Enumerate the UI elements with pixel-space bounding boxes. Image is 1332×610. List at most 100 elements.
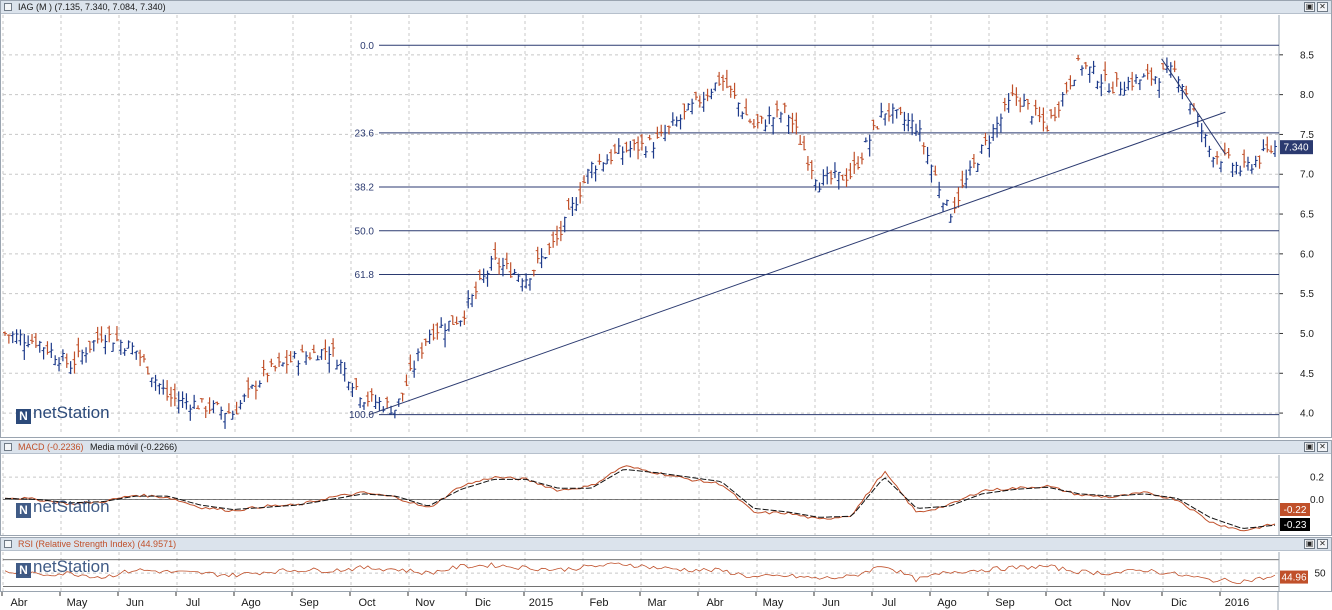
price-bar [292, 351, 297, 359]
price-bar [944, 199, 949, 206]
price-bar [369, 388, 374, 402]
rsi-chart[interactable]: 50 44.96 [1, 538, 1331, 591]
price-bar [188, 404, 193, 421]
price-chart[interactable]: 8.5 8.0 7.5 7.0 6.5 6.0 5.5 5.0 4.5 4.0 0.0 23.6 38.… [1, 1, 1331, 437]
price-bar [57, 357, 62, 372]
price-bar [284, 350, 289, 374]
price-bar [1199, 123, 1204, 143]
price-bar [493, 242, 498, 260]
price-bar [686, 103, 691, 111]
price-bar [886, 103, 891, 122]
pane-menu-icon[interactable] [4, 540, 12, 548]
price-bar [659, 124, 664, 137]
price-bar [736, 102, 741, 117]
macd-chart[interactable]: 0.2 0.0-0.22 -0.23 [1, 441, 1331, 535]
price-bar [516, 273, 521, 282]
price-bar [373, 394, 378, 409]
restore-icon[interactable]: ▣ [1304, 442, 1315, 452]
price-bar [423, 338, 428, 346]
price-bar [763, 119, 768, 132]
price-bar [871, 119, 876, 131]
price-bar [226, 403, 231, 414]
price-bar [674, 116, 679, 127]
price-bar [697, 95, 702, 108]
price-bar [211, 400, 216, 414]
fib-level-label: 38.2 [355, 182, 375, 193]
x-tick-label: Nov [1111, 597, 1131, 609]
price-bar [717, 71, 722, 86]
price-bar [219, 406, 224, 420]
price-bar [26, 335, 31, 348]
netstation-logo-icon: N [16, 503, 31, 518]
fib-level-label: 100.0 [349, 410, 374, 421]
close-icon[interactable]: ✕ [1317, 2, 1328, 12]
price-bar [450, 315, 455, 325]
price-bar [161, 379, 166, 395]
close-icon[interactable]: ✕ [1317, 539, 1328, 549]
price-bar [365, 391, 370, 407]
price-bar [253, 380, 258, 400]
price-bar [277, 352, 282, 368]
price-bar [33, 332, 38, 348]
price-bar [921, 142, 926, 155]
x-tick-label: Jun [822, 597, 840, 609]
price-bar [786, 114, 791, 134]
close-icon[interactable]: ✕ [1317, 442, 1328, 452]
price-bar [628, 140, 633, 158]
price-bar [238, 400, 243, 410]
signal-value: -0.23 [1284, 520, 1307, 531]
price-bar [666, 125, 671, 135]
price-bar [1087, 66, 1092, 83]
price-bar [114, 326, 119, 342]
x-tick-label: Abr [10, 597, 27, 609]
price-bar [555, 225, 560, 246]
price-bar [520, 278, 525, 292]
price-bar [859, 152, 864, 165]
price-bar [894, 109, 899, 119]
price-bar [416, 348, 421, 362]
price-bar [1118, 81, 1123, 96]
time-axis: Abr May Jun Jul Ago Sep Oct Nov Dic 2015 Feb Mar Abr… [0, 591, 1332, 610]
price-bar [1002, 97, 1007, 112]
restore-icon[interactable]: ▣ [1304, 2, 1315, 12]
price-bar [1261, 139, 1266, 152]
price-bar [975, 162, 980, 172]
price-bar [991, 124, 996, 141]
x-tick-label: Ago [937, 597, 957, 609]
restore-icon[interactable]: ▣ [1304, 539, 1315, 549]
price-bar [288, 351, 293, 363]
price-bar [1203, 133, 1208, 148]
price-bar [1242, 149, 1247, 168]
macd-pane: MACD (-0.2236) Media móvil (-0.2266) ▣ ✕… [0, 440, 1332, 536]
price-bar [1099, 74, 1104, 97]
price-bar [709, 88, 714, 100]
price-bar [1033, 99, 1038, 116]
price-bar [1249, 164, 1254, 174]
price-bar [53, 355, 58, 366]
price-bar [902, 111, 907, 132]
pane-menu-icon[interactable] [4, 3, 12, 11]
price-bar [64, 353, 69, 368]
price-pane-title: IAG (M ) (7.135, 7.340, 7.084, 7.340) [18, 2, 166, 12]
price-bar [485, 270, 490, 287]
price-bar [682, 103, 687, 120]
price-bar [798, 134, 803, 145]
x-tick-label: May [763, 597, 784, 609]
price-bar [543, 257, 548, 260]
price-bar [223, 412, 228, 429]
price-bar [396, 398, 401, 407]
pane-menu-icon[interactable] [4, 443, 12, 451]
y-tick-label: 4.0 [1300, 409, 1314, 420]
price-bar [176, 391, 181, 414]
price-bar [30, 333, 35, 344]
price-bar [879, 102, 884, 118]
price-bar [612, 143, 617, 154]
price-bar [346, 381, 351, 391]
price-bar [14, 329, 19, 344]
y-tick-label: 0.2 [1310, 473, 1324, 484]
price-bar [149, 377, 154, 388]
y-tick-label: 4.5 [1300, 369, 1314, 380]
price-bar [720, 74, 725, 91]
y-tick-label: 7.5 [1300, 130, 1314, 141]
price-bar [848, 162, 853, 180]
